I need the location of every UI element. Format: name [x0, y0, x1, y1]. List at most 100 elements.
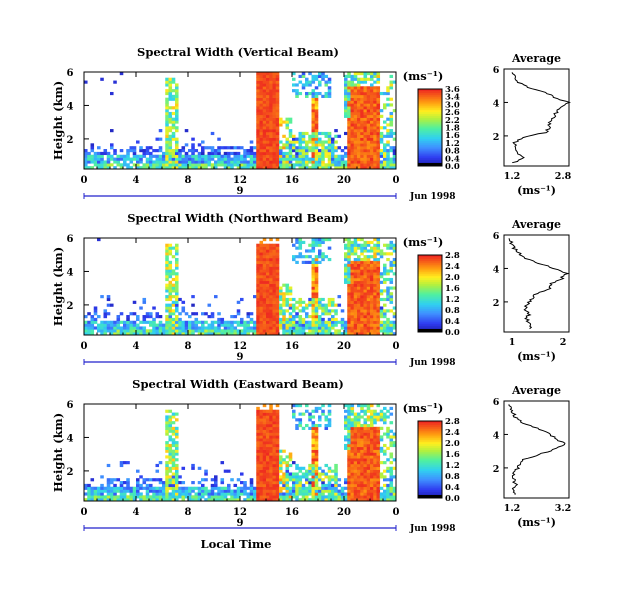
- heatmap-cell: [175, 100, 179, 104]
- heatmap-cell: [318, 74, 322, 78]
- heatmap-cell: [379, 114, 384, 118]
- heatmap-cell: [246, 320, 251, 324]
- heatmap-cell: [285, 492, 290, 496]
- heatmap-cell: [175, 441, 179, 445]
- heatmap-cell: [165, 111, 169, 116]
- heatmap-cell: [288, 498, 293, 502]
- heatmap-cell: [233, 492, 238, 496]
- heatmap-cell: [301, 486, 306, 490]
- x-tick-label: 12: [233, 507, 247, 518]
- colorbar-segment: [418, 484, 442, 487]
- heatmap-cell: [165, 163, 169, 167]
- heatmap-cell: [318, 160, 322, 164]
- heatmap-cell: [347, 452, 351, 456]
- heatmap-cell: [142, 329, 147, 333]
- heatmap-cell: [253, 163, 257, 167]
- heatmap-cell: [188, 149, 192, 153]
- heatmap-cell: [353, 446, 358, 450]
- heatmap-cell: [214, 320, 218, 324]
- heatmap-cell: [201, 140, 205, 144]
- heatmap-cell: [106, 154, 111, 158]
- heatmap-cell: [350, 492, 355, 496]
- heatmap-cell: [259, 157, 264, 161]
- heatmap-cell: [191, 295, 195, 299]
- heatmap-cell: [389, 329, 394, 333]
- heatmap-cell: [171, 163, 176, 167]
- heatmap-cell: [331, 326, 335, 330]
- heatmap-cell: [168, 415, 173, 419]
- heatmap-cell: [236, 478, 241, 482]
- heatmap-cell: [360, 238, 364, 242]
- y-tick-label: 4: [67, 101, 74, 112]
- heatmap-cell: [318, 140, 322, 144]
- heatmap-cell: [184, 163, 189, 167]
- chart-title: Spectral Width (Eastward Beam): [132, 377, 344, 391]
- heatmap-cell: [353, 329, 358, 333]
- heatmap-cell: [353, 72, 358, 76]
- average-x-tick-label: 1: [509, 337, 516, 348]
- heatmap-cell: [308, 149, 312, 153]
- heatmap-cell: [269, 243, 273, 247]
- heatmap-cell: [155, 489, 160, 493]
- heatmap-cell: [275, 435, 280, 439]
- heatmap-cell: [327, 320, 332, 324]
- heatmap-cell: [175, 160, 179, 164]
- heatmap-cell: [217, 498, 221, 502]
- heatmap-cell: [204, 332, 208, 336]
- heatmap-cell: [259, 441, 264, 445]
- heatmap-cell: [204, 166, 208, 170]
- heatmap-cell: [311, 498, 316, 502]
- heatmap-cell: [168, 438, 173, 442]
- heatmap-cell: [175, 478, 179, 482]
- heatmap-cell: [275, 269, 280, 273]
- heatmap-cell: [256, 418, 260, 422]
- x-tick-label: 0: [81, 507, 88, 518]
- heatmap-cell: [314, 315, 319, 319]
- heatmap-cell: [97, 498, 101, 502]
- x-tick-label: 0: [81, 175, 88, 186]
- heatmap-cell: [171, 329, 176, 333]
- heatmap-cell: [259, 475, 264, 479]
- heatmap-cell: [373, 151, 377, 156]
- x-tick-label: 12: [233, 341, 247, 352]
- heatmap-cell: [139, 157, 143, 161]
- heatmap-cell: [282, 323, 286, 327]
- heatmap-cell: [214, 160, 218, 164]
- heatmap-cell: [87, 160, 91, 164]
- heatmap-cell: [269, 89, 273, 93]
- heatmap-cell: [262, 292, 267, 296]
- heatmap-cell: [318, 489, 322, 493]
- x-tick-label: 0: [81, 341, 88, 352]
- heatmap-cell: [360, 472, 364, 476]
- heatmap-cell: [175, 151, 179, 156]
- heatmap-cell: [207, 492, 212, 496]
- heatmap-cell: [142, 151, 147, 156]
- heatmap-cell: [165, 492, 169, 496]
- heatmap-cell: [285, 143, 290, 147]
- heatmap-cell: [344, 86, 348, 90]
- heatmap-cell: [139, 154, 143, 158]
- heatmap-cell: [236, 312, 241, 316]
- heatmap-cell: [168, 272, 173, 276]
- heatmap-cell: [360, 452, 364, 456]
- heatmap-cell: [389, 74, 394, 78]
- heatmap-cell: [295, 91, 299, 96]
- heatmap-cell: [149, 157, 153, 161]
- heatmap-cell: [256, 97, 260, 101]
- colorbar-segment: [418, 276, 442, 279]
- heatmap-cell: [269, 320, 273, 324]
- heatmap-cell: [292, 323, 296, 327]
- heatmap-cell: [301, 323, 306, 327]
- heatmap-cell: [389, 489, 394, 493]
- heatmap-cell: [262, 106, 267, 110]
- heatmap-cell: [383, 492, 387, 496]
- heatmap-cell: [318, 80, 322, 84]
- heatmap-cell: [376, 91, 381, 96]
- heatmap-cell: [379, 297, 384, 302]
- heatmap-cell: [379, 160, 384, 164]
- average-title: Average: [511, 218, 561, 231]
- heatmap-cell: [184, 332, 189, 336]
- heatmap-cell: [236, 492, 241, 496]
- heatmap-cell: [363, 143, 368, 147]
- heatmap-cell: [103, 495, 108, 499]
